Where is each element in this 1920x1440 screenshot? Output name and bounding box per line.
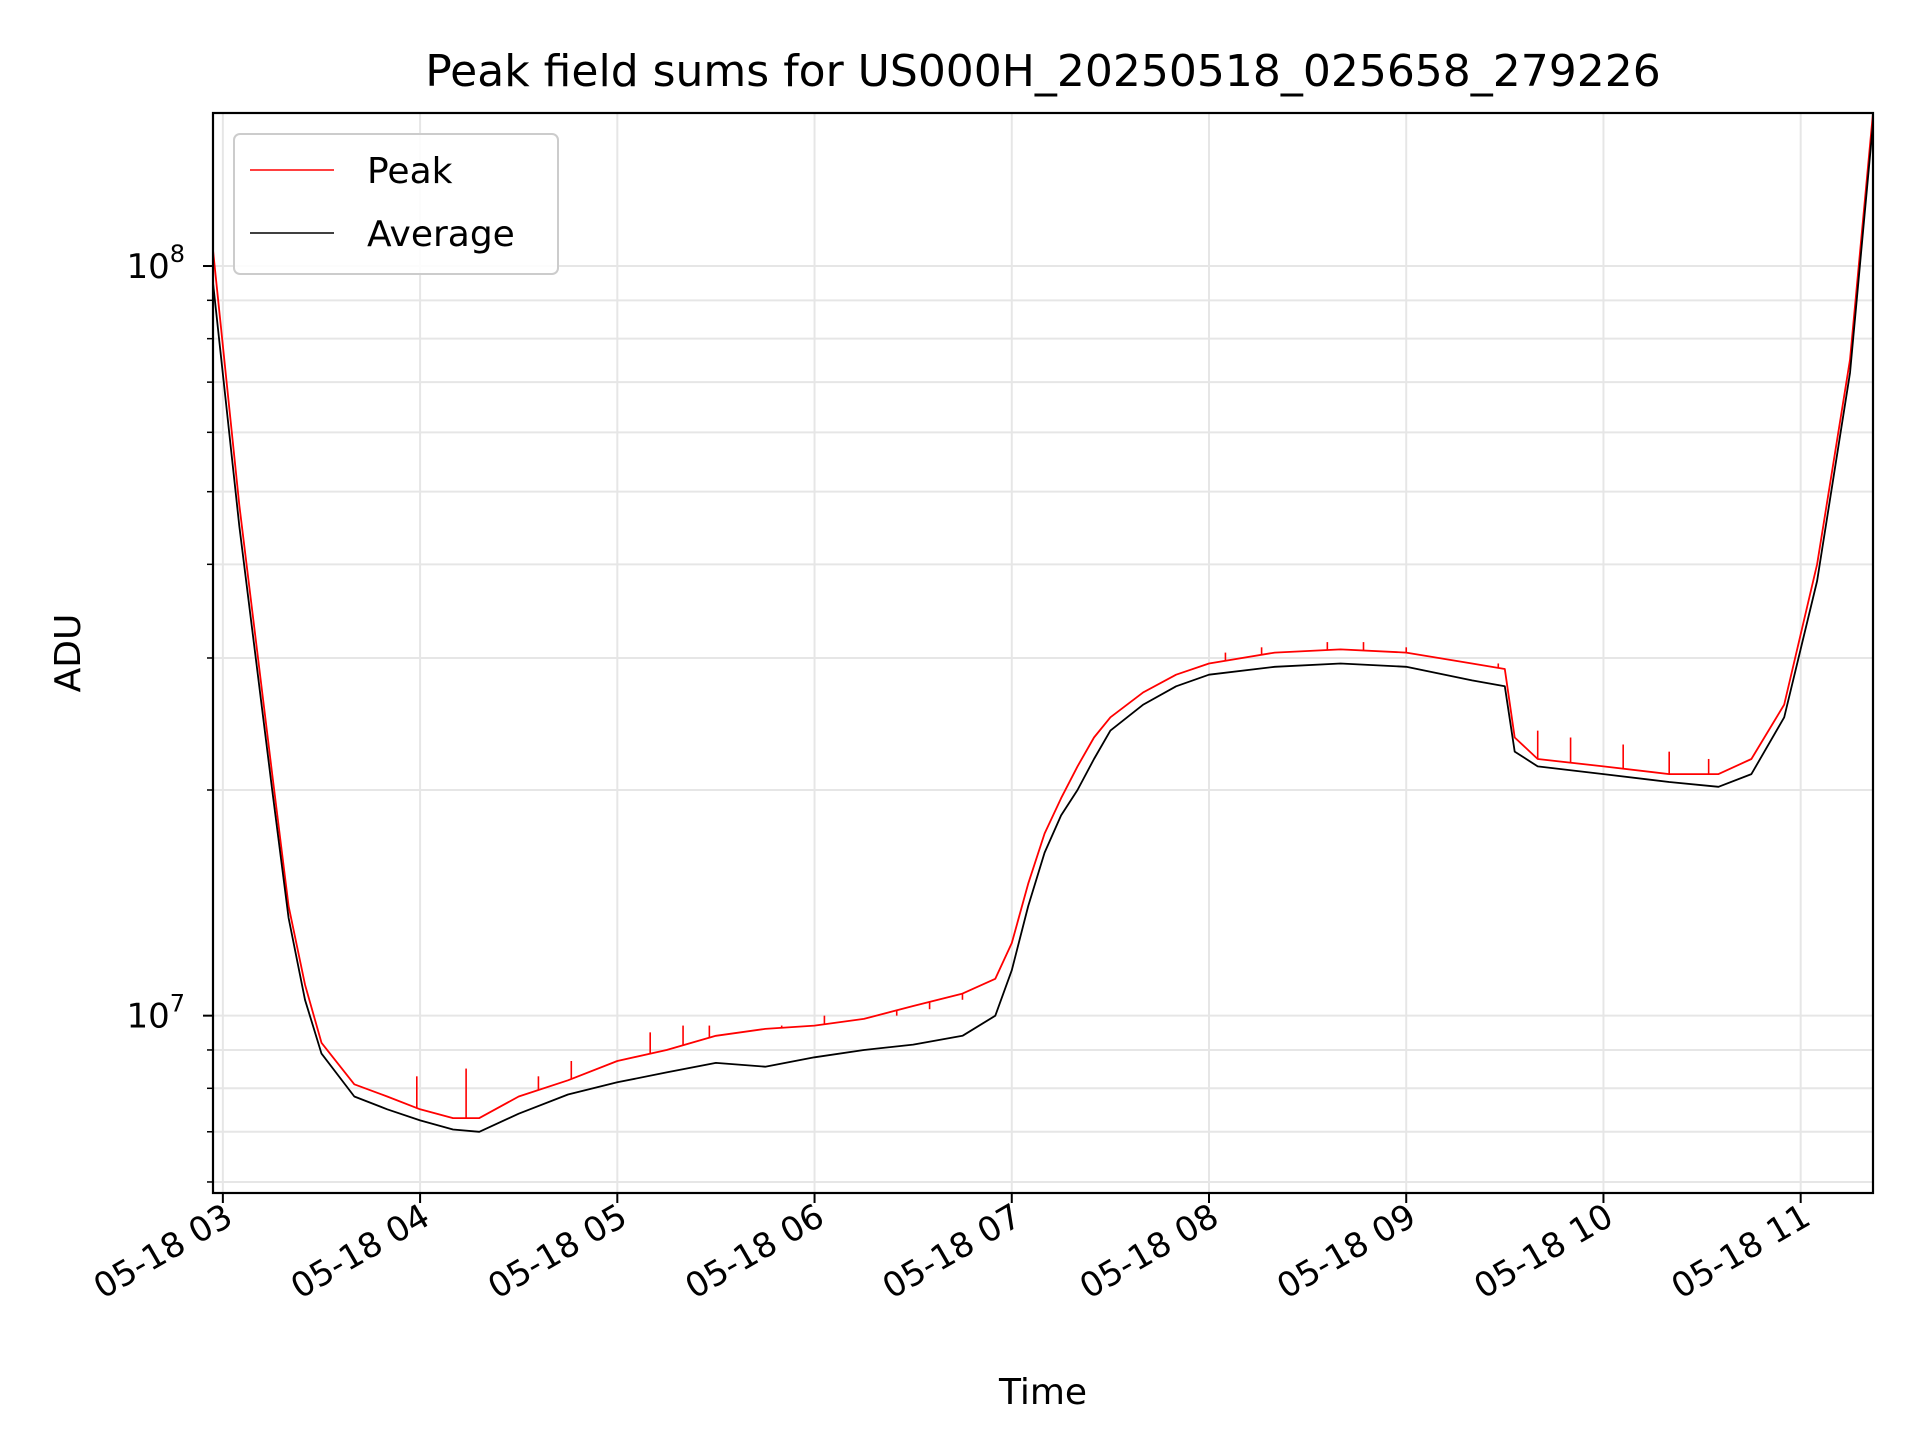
series-layer <box>212 112 1874 1133</box>
x-axis-label: Time <box>998 1372 1087 1413</box>
legend: Peak Average <box>233 133 559 275</box>
y-tick-label: 107 <box>126 990 185 1037</box>
series-average-line <box>212 123 1874 1133</box>
grid <box>213 113 1873 1193</box>
chart-title: Peak field sums for US000H_20250518_0256… <box>425 46 1661 97</box>
legend-label-peak: Peak <box>367 151 453 192</box>
y-axis: 107 108 <box>126 240 213 1183</box>
legend-label-average: Average <box>367 214 515 255</box>
series-peak-line <box>212 112 1874 1119</box>
plot-frame <box>211 111 1875 1195</box>
legend-box <box>233 133 559 275</box>
y-tick-label: 108 <box>126 240 185 287</box>
y-axis-label: ADU <box>48 614 89 693</box>
